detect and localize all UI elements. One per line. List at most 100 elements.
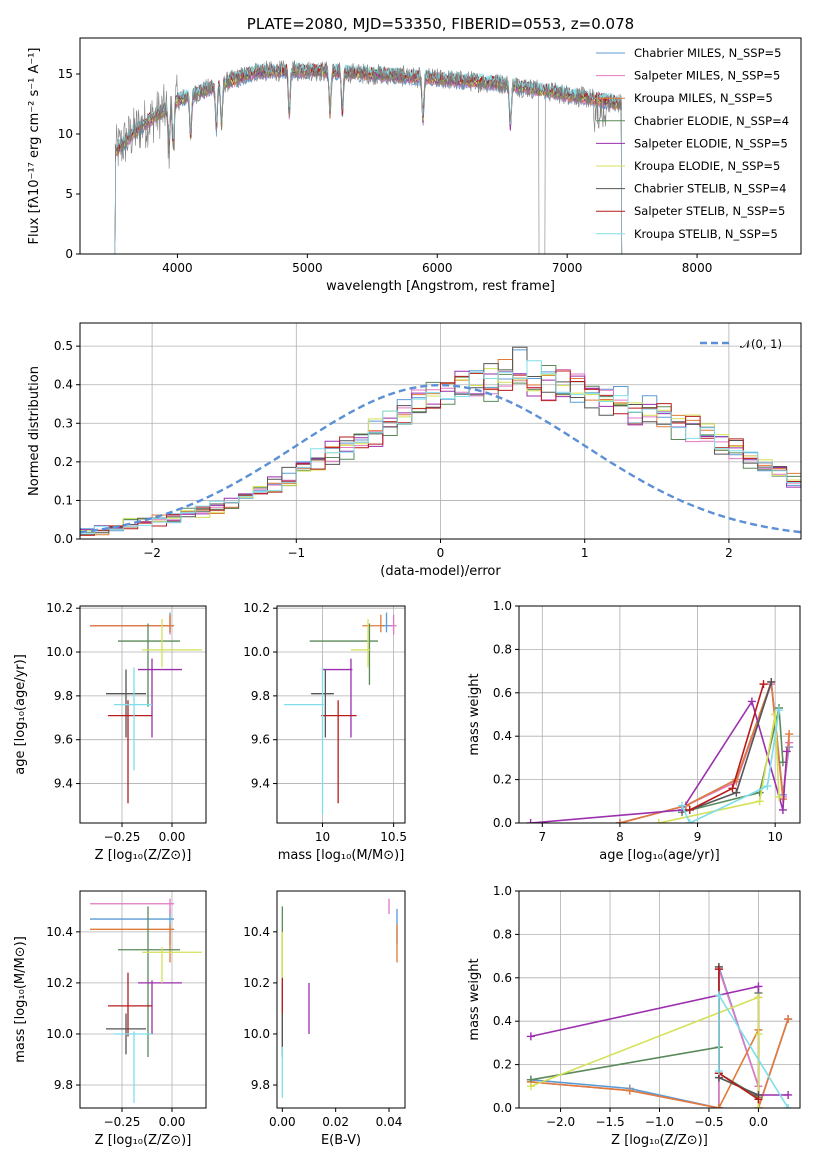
data-point-errorbar <box>90 908 174 945</box>
x-tick-label: −0.5 <box>694 1115 723 1129</box>
data-point-errorbar <box>114 667 152 771</box>
weight-marker <box>784 1104 793 1108</box>
plot-area <box>90 612 202 804</box>
y-tick-label: 10 <box>58 127 73 141</box>
data-point-errorbar <box>106 669 146 738</box>
weight-marker <box>754 982 763 991</box>
ticks: −0.25 0.00 9.8 10.0 10.2 10.4 <box>46 925 185 1129</box>
y-tick-label: 0.5 <box>54 339 73 353</box>
legend: Chabrier MILES, N_SSP=5 Salpeter MILES, N… <box>596 46 789 241</box>
axes-frame <box>79 890 207 1109</box>
weight-marker <box>728 784 737 793</box>
data-point-errorbar <box>138 980 182 1034</box>
y-tick-label: 10.0 <box>243 1027 270 1041</box>
legend-label: Kroupa MILES, N_SSP=5 <box>634 91 773 105</box>
y-tick-label: 9.8 <box>54 1078 73 1092</box>
weight-marker <box>763 782 772 791</box>
data-point-errorbar <box>90 924 174 963</box>
weight-marker <box>732 788 741 797</box>
data-point-errorbar <box>114 1031 152 1103</box>
data-point-errorbar <box>389 614 397 635</box>
x-tick-label: 1 <box>581 546 589 560</box>
axes-frame <box>518 605 801 824</box>
gridlines <box>277 606 405 823</box>
axes-frame <box>79 37 802 255</box>
legend-label: 𝒩(0, 1) <box>740 337 782 351</box>
weight-marker <box>526 819 535 823</box>
histogram-step <box>80 365 801 533</box>
ticks: −2 −1 0 1 2 0.0 0.1 0.2 0.3 0.4 0.5 <box>54 339 733 560</box>
histogram-step <box>80 370 801 536</box>
ticks: 7 8 9 10 0.0 0.2 0.4 0.6 0.8 1.0 <box>493 599 783 844</box>
y-tick-label: 9.8 <box>251 1078 270 1092</box>
weight-line <box>658 714 780 823</box>
legend-label: Chabrier STELIB, N_SSP=4 <box>634 182 786 196</box>
x-axis-label: Z [log₁₀(Z/Z⊙)] <box>95 848 192 863</box>
weight-marker <box>754 993 763 1002</box>
y-tick-label: 5 <box>65 187 73 201</box>
y-tick-label: 0.6 <box>493 971 512 985</box>
x-axis-label: age [log₁₀(age/yr)] <box>599 848 720 863</box>
weight-marker <box>714 1104 723 1108</box>
weight-marker <box>775 706 784 715</box>
legend-label: Salpeter ELODIE, N_SSP=5 <box>634 136 788 150</box>
x-tick-label: 9 <box>694 830 702 844</box>
data-point-errorbar <box>380 612 393 633</box>
panel-weight-vs-z: −2.0 −1.5 −1.0 −0.5 0.0 0.0 0.2 0.4 0.6 0.8 1.0 Z [… <box>467 884 801 1148</box>
plot-area <box>114 60 623 254</box>
y-tick-label: 9.8 <box>251 689 270 703</box>
panel-spectrum: 4000 5000 6000 7000 8000 0 5 10 15 wavelength [An… <box>27 15 802 294</box>
panel-age-vs-z: −0.25 0.00 9.4 9.6 9.8 10.0 10.2 Z [log₁₀(Z/Z⊙)… <box>13 601 207 863</box>
x-tick-label: 0.04 <box>376 1115 403 1129</box>
histogram-step <box>80 360 801 535</box>
x-tick-label: 8000 <box>682 261 713 275</box>
x-tick-label: 4000 <box>162 261 193 275</box>
y-tick-label: 10.0 <box>46 645 73 659</box>
x-tick-label: 0 <box>437 546 445 560</box>
observed-spectrum-line <box>114 60 622 254</box>
data-point-errorbar <box>118 623 180 707</box>
y-tick-label: 0.2 <box>493 1058 512 1072</box>
weight-marker <box>625 1086 634 1095</box>
plot-area <box>281 898 398 1098</box>
x-tick-label: 8 <box>616 830 624 844</box>
weight-marker <box>526 1032 535 1041</box>
chart-title: PLATE=2080, MJD=53350, FIBERID=0553, z=0… <box>247 15 634 33</box>
legend-label: Salpeter STELIB, N_SSP=5 <box>634 204 785 218</box>
y-tick-label: 9.6 <box>251 733 270 747</box>
data-point-errorbar <box>321 700 357 804</box>
data-point-errorbar <box>108 700 152 804</box>
weight-line <box>681 710 780 823</box>
y-axis-label: Flux [fλ10⁻¹⁷ erg cm⁻² s⁻¹ A⁻¹] <box>27 48 42 245</box>
weight-marker <box>714 991 723 1000</box>
y-tick-label: 10.2 <box>46 976 73 990</box>
y-axis-label: age [log₁₀(age/yr)] <box>13 654 28 775</box>
weight-marker <box>526 1082 535 1091</box>
histogram-step <box>80 359 801 536</box>
x-tick-label: −0.25 <box>104 1115 141 1129</box>
legend-label: Kroupa ELODIE, N_SSP=5 <box>634 159 780 173</box>
panel-mass-vs-ebv: 0.00 0.02 0.04 9.8 10.0 10.2 10.4 E(B-V) <box>243 890 406 1148</box>
x-tick-label: 0.00 <box>159 1115 186 1129</box>
x-tick-label: 7 <box>538 830 546 844</box>
data-point-errorbar <box>90 898 174 914</box>
normal-reference-curve <box>80 383 801 534</box>
weight-marker <box>755 797 764 806</box>
x-tick-label: −1.0 <box>645 1115 674 1129</box>
data-point-errorbar <box>138 658 182 738</box>
weight-marker <box>782 747 791 756</box>
weight-marker <box>759 680 768 689</box>
y-tick-label: 0.4 <box>54 378 73 392</box>
histogram-step <box>80 369 801 532</box>
axes-frame <box>276 890 406 1109</box>
weight-marker <box>685 819 694 823</box>
x-tick-label: −2.0 <box>546 1115 575 1129</box>
data-point-errorbar <box>284 667 324 815</box>
y-tick-label: 10.4 <box>46 925 73 939</box>
ticks: 4000 5000 6000 7000 8000 0 5 10 15 <box>58 67 713 275</box>
panel-age-vs-mass: 10 10.5 9.4 9.6 9.8 10.0 10.2 mass [log₁₀(M/M⊙)… <box>243 601 407 863</box>
y-tick-label: 9.4 <box>54 777 73 791</box>
y-tick-label: 10.4 <box>243 925 270 939</box>
plot-area <box>80 346 801 536</box>
